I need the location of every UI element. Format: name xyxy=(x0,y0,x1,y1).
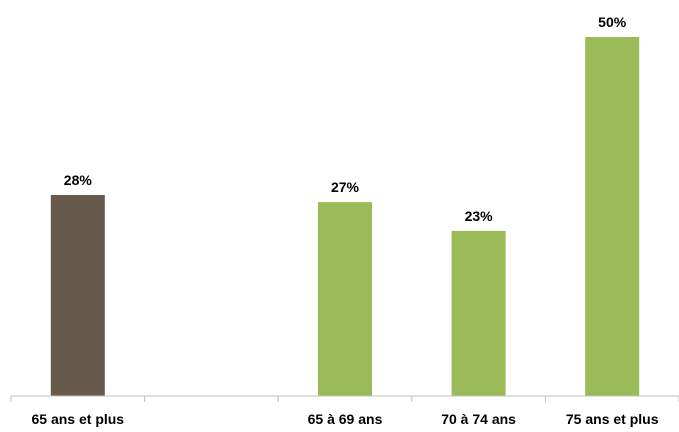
data-label-5: 50% xyxy=(598,14,627,30)
data-label-3: 27% xyxy=(331,179,360,195)
category-label-5: 75 ans et plus xyxy=(566,411,659,427)
bars-group xyxy=(50,37,640,396)
category-label-4: 70 à 74 ans xyxy=(441,411,516,427)
data-label-4: 23% xyxy=(465,208,494,224)
bar-5 xyxy=(585,37,640,396)
bar-4 xyxy=(451,230,506,396)
bar-3 xyxy=(318,202,372,396)
category-label-3: 65 à 69 ans xyxy=(308,411,383,427)
x-axis-tick-labels: 65 ans et plus 65 à 69 ans 70 à 74 ans 75 a… xyxy=(32,411,659,427)
data-label-1: 28% xyxy=(64,172,93,188)
value-labels-group: 28% 27% 23% 50% xyxy=(64,14,627,224)
category-label-1: 65 ans et plus xyxy=(32,411,125,427)
bar-1 xyxy=(50,194,105,396)
x-axis-ticks xyxy=(10,396,679,402)
